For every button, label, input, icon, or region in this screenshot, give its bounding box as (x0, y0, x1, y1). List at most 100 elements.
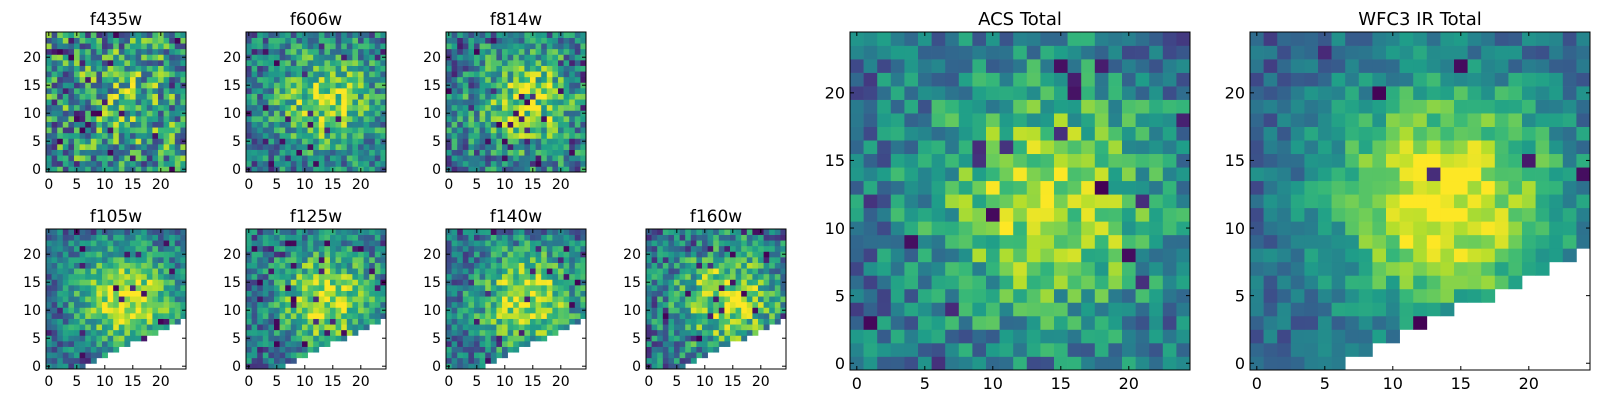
heatmap-cell (380, 88, 387, 94)
heatmap-cell (552, 88, 559, 94)
heatmap-cell (57, 116, 64, 122)
heatmap-cell (85, 99, 92, 106)
heatmap-cell (563, 93, 570, 100)
heatmap-cell (490, 138, 497, 145)
heatmap-cell (152, 65, 159, 72)
heatmap-cell (290, 296, 297, 303)
heatmap-cell (479, 104, 486, 111)
heatmap-cell (730, 329, 736, 336)
heatmap-cell (374, 76, 381, 83)
heatmap-cell (457, 341, 464, 347)
heatmap-cell (85, 155, 92, 162)
heatmap-cell (552, 155, 559, 162)
heatmap-cell (468, 234, 475, 241)
heatmap-cell (96, 71, 103, 78)
heatmap-cell (174, 138, 181, 145)
heatmap-cell (690, 313, 697, 319)
heatmap-cell (163, 48, 170, 55)
heatmap-cell (57, 307, 64, 314)
heatmap-cell (569, 65, 576, 72)
heatmap-cell (541, 37, 548, 44)
heatmap-cell (724, 251, 731, 258)
heatmap-cell (457, 65, 464, 72)
heatmap-cell (146, 88, 153, 94)
heatmap-cell (758, 240, 764, 247)
heatmap-cell (863, 153, 878, 168)
heatmap-cell (1026, 261, 1041, 276)
heatmap-cell (702, 234, 708, 241)
heatmap-cell (313, 82, 320, 89)
heatmap-cell (1290, 288, 1305, 303)
heatmap-cell (318, 234, 325, 241)
heatmap-cell (1122, 126, 1136, 141)
heatmap-cell (1331, 288, 1346, 303)
heatmap-cell (468, 352, 475, 359)
heatmap-cell (850, 113, 864, 127)
heatmap-cell (246, 245, 252, 252)
heatmap-cell (313, 127, 320, 134)
heatmap-cell (146, 104, 153, 111)
heatmap-cell (335, 324, 342, 331)
heatmap-cell (146, 329, 153, 336)
heatmap-cell (85, 166, 92, 173)
x-tick-label: 10 (496, 374, 514, 390)
heatmap-cell (268, 301, 275, 308)
heatmap-cell (96, 160, 103, 167)
heatmap-cell (462, 251, 469, 258)
heatmap-cell (535, 144, 542, 150)
heatmap-cell (662, 240, 669, 247)
heatmap-cell (79, 71, 86, 78)
heatmap-cell (330, 99, 336, 106)
heatmap-cell (68, 318, 75, 325)
heatmap-cell (62, 234, 69, 241)
heatmap-cell (774, 273, 781, 280)
heatmap-cell (130, 268, 136, 275)
heatmap-cell (268, 76, 275, 83)
heatmap-cell (1122, 180, 1136, 195)
heatmap-cell (850, 59, 864, 73)
heatmap-cell (296, 121, 303, 128)
heatmap-cell (1108, 180, 1123, 195)
heatmap-cell (541, 127, 548, 134)
heatmap-cell (346, 257, 353, 263)
heatmap-cell (358, 43, 364, 50)
heatmap-cell (999, 221, 1014, 236)
heatmap-cell (79, 279, 86, 286)
heatmap-cell (296, 65, 303, 72)
heatmap-cell (124, 268, 131, 275)
heatmap-cell (580, 93, 587, 100)
heatmap-cell (324, 48, 331, 55)
heatmap-cell (313, 245, 320, 252)
heatmap-cell (580, 240, 587, 247)
heatmap-cell (346, 279, 353, 286)
heatmap-cell (346, 324, 353, 331)
heatmap-cell (163, 99, 170, 106)
heatmap-cell (57, 76, 64, 83)
heatmap-cell (302, 138, 308, 145)
heatmap-cell (513, 257, 520, 263)
heatmap-cell (51, 257, 58, 263)
heatmap-cell (146, 121, 153, 128)
heatmap-cell (102, 262, 108, 269)
heatmap-cell (918, 194, 932, 209)
heatmap-cell (769, 301, 776, 308)
heatmap-cell (662, 251, 669, 258)
heatmap-cell (324, 318, 331, 325)
heatmap-cell (180, 273, 187, 280)
heatmap-cell (279, 88, 286, 94)
heatmap-cell (335, 268, 342, 275)
heatmap-cell (96, 149, 103, 156)
heatmap-cell (646, 234, 652, 241)
heatmap-cell (502, 352, 508, 359)
heatmap-cell (546, 43, 553, 50)
heatmap-cells (246, 229, 387, 370)
heatmap-cell (68, 43, 75, 50)
heatmap-cell (335, 279, 342, 286)
heatmap-cell (330, 104, 336, 111)
heatmap-cell (113, 65, 120, 72)
heatmap-cell (169, 285, 176, 291)
heatmap-cell (1040, 261, 1055, 276)
heatmap-cell (479, 132, 486, 139)
heatmap-cell (479, 110, 486, 117)
heatmap-cell (502, 268, 508, 275)
